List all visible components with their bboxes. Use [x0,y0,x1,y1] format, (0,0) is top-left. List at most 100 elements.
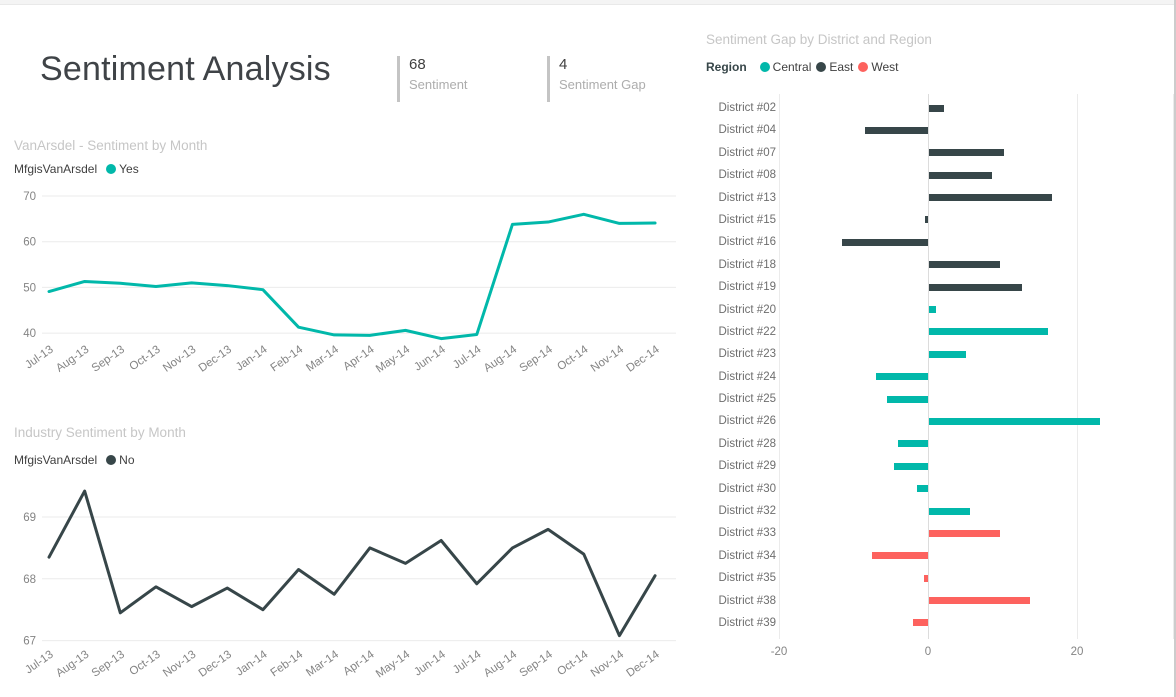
category-label: District #16 [718,236,776,249]
bar-district08[interactable] [929,171,993,179]
legend-field-name: MfgisVanArsdel [14,453,98,467]
bar-district32[interactable] [929,507,970,515]
x-axis-tick-label: Oct-13 [128,344,163,374]
bar-district35[interactable] [923,574,928,582]
bar-district02[interactable] [929,104,944,112]
legend-item-east[interactable]: East [816,60,853,74]
category-label: District #19 [718,281,776,294]
line-series[interactable] [47,212,657,341]
category-label: District #29 [718,460,776,473]
bar-district15[interactable] [925,216,928,224]
legend-dot-icon [106,455,117,465]
chart-title: Industry Sentiment by Month [14,425,186,440]
kpi-label: Sentiment Gap [559,77,646,92]
category-label: District #24 [718,370,776,383]
category-label: District #33 [718,527,776,540]
x-axis-tick-label: Nov-13 [161,344,198,375]
x-axis-tick-label: Sep-14 [518,343,556,374]
bar-district38[interactable] [929,597,1030,605]
x-axis-tick-label: Jun-14 [412,648,448,678]
legend-item-yes[interactable]: Yes [106,162,139,176]
x-axis-tick-label: Dec-13 [197,649,234,680]
line-chart-vanarsdel-sentiment: VanArsdel - Sentiment by Month MfgisVanA… [8,136,684,404]
category-label: District #08 [718,169,776,182]
chart-legend: MfgisVanArsdel Yes [14,162,139,176]
bar-chart-sentiment-gap: Sentiment Gap by District and Region Reg… [700,30,1176,697]
x-axis-tick-label: Sep-14 [518,648,556,679]
window-right-border [1174,0,1176,697]
bar-district16[interactable] [842,238,928,246]
x-axis-tick-label: Aug-13 [54,649,91,680]
bar-district34[interactable] [872,552,928,560]
bar-district24[interactable] [875,373,928,381]
bar-district29[interactable] [894,462,928,470]
x-axis-tick-label: May-14 [374,343,413,375]
category-label: District #20 [718,303,776,316]
y-axis-tick-label: 67 [23,636,36,648]
legend-field-name: MfgisVanArsdel [14,162,98,176]
bar-district07[interactable] [929,149,1004,157]
x-axis-tick-label: Sep-13 [90,344,127,375]
gridline [1077,94,1078,639]
category-label: District #35 [718,572,776,585]
bar-plot-area[interactable]: -20 0 20 District #02 District #04 District #… [700,92,1176,692]
x-axis-tick-label: Jul-14 [451,648,484,676]
kpi-card-sentiment[interactable]: 68 Sentiment [409,56,468,92]
category-label: District #32 [718,505,776,518]
bar-district13[interactable] [929,194,1052,202]
category-label: District #34 [718,549,776,562]
legend-title: Region [706,60,747,74]
category-label: District #07 [718,146,776,159]
x-axis-tick-label: Mar-14 [304,648,341,679]
x-axis-tick-label: Jun-14 [412,343,448,373]
x-axis-tick-label: Aug-14 [482,648,520,679]
category-label: District #02 [718,102,776,114]
kpi-divider [397,56,400,102]
line-series[interactable] [47,489,657,638]
bar-district26[interactable] [929,417,1101,425]
category-label: District #39 [718,616,776,629]
legend-item-no[interactable]: No [106,453,135,467]
x-axis-tick-label: Jul-13 [23,649,56,677]
chart-legend: Region Central East West [706,60,899,74]
x-axis-tick-label: Apr-14 [341,648,377,678]
x-axis-tick-label: 0 [924,646,932,658]
category-label: District #18 [718,258,776,271]
bar-district04[interactable] [864,126,928,134]
x-axis-tick-label: Dec-13 [197,344,234,375]
x-axis-tick-label: Jan-14 [234,343,270,373]
kpi-label: Sentiment [409,77,468,92]
kpi-card-sentiment-gap[interactable]: 4 Sentiment Gap [559,56,646,92]
bar-district18[interactable] [929,261,1000,269]
y-axis-tick-label: 70 [23,191,36,203]
legend-item-central[interactable]: Central [759,60,811,74]
x-axis-tick-label: Dec-14 [625,343,663,374]
legend-item-west[interactable]: West [858,60,899,74]
bar-district23[interactable] [929,350,967,358]
x-axis-tick-label: Oct-13 [128,649,163,679]
bar-district39[interactable] [913,619,928,627]
bar-district30[interactable] [916,485,928,493]
legend-item-label: No [119,453,135,467]
x-axis-tick-label: 20 [1070,646,1084,658]
y-axis-tick-label: 50 [23,282,36,294]
bar-district22[interactable] [929,328,1049,336]
legend-item-label: Yes [119,162,139,176]
bar-district20[interactable] [929,306,937,313]
kpi-value: 4 [559,56,568,73]
bar-district28[interactable] [898,440,928,448]
x-axis-tick-label: Nov-14 [589,343,627,374]
category-label: District #26 [718,415,776,428]
bar-district33[interactable] [929,529,1000,537]
chart-title: Sentiment Gap by District and Region [706,32,932,47]
x-axis-tick-label: Mar-14 [304,343,341,374]
bar-district19[interactable] [929,283,1023,291]
line-chart-industry-sentiment: Industry Sentiment by Month MfgisVanArsd… [8,423,684,697]
y-axis-tick-label: 69 [23,512,36,524]
bar-district25[interactable] [887,395,928,403]
x-axis-tick-label: Jul-14 [451,343,484,371]
kpi-value: 68 [409,56,426,73]
